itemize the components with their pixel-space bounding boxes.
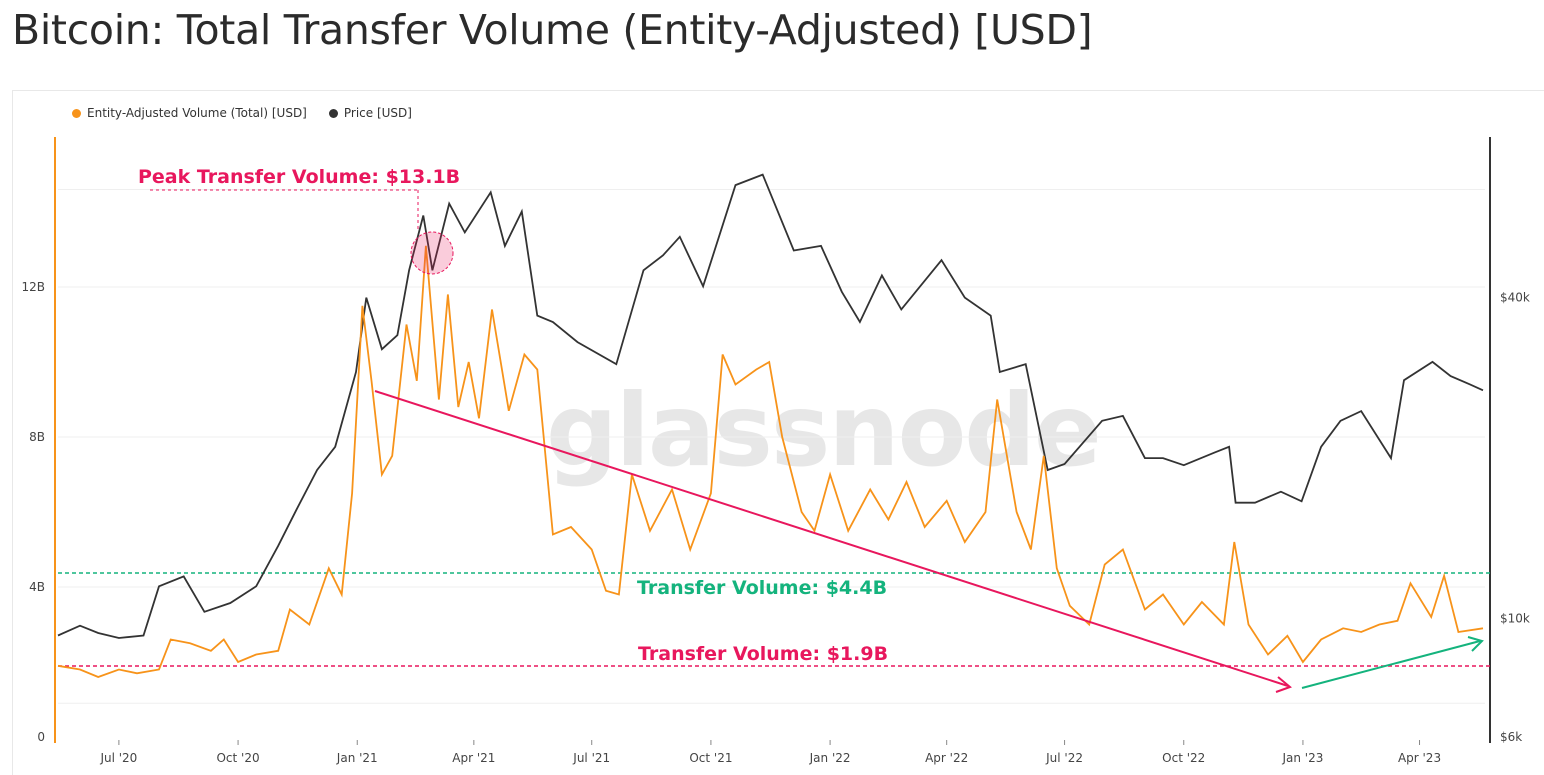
y-left-tick-label: 8B <box>29 430 45 444</box>
legend-item-price[interactable]: Price [USD] <box>328 106 412 120</box>
y-left-tick-label: 4B <box>29 580 45 594</box>
downtrend-arrow <box>374 390 1289 687</box>
x-tick-label: Jan '22 <box>809 751 851 765</box>
chart-frame <box>12 90 1544 775</box>
peak-annotation: Peak Transfer Volume: $13.1B <box>138 166 460 188</box>
x-tick-label: Apr '23 <box>1398 751 1441 765</box>
series-line-volume <box>57 245 1484 678</box>
y-left-tick-label: 0 <box>37 730 45 744</box>
y-right-tick-label: $40k <box>1500 291 1530 305</box>
chart-legend[interactable]: Entity-Adjusted Volume (Total) [USD] Pri… <box>72 106 412 120</box>
legend-item-volume[interactable]: Entity-Adjusted Volume (Total) [USD] <box>72 106 307 120</box>
y-left-tick-label: 12B <box>21 280 45 294</box>
page-title: Bitcoin: Total Transfer Volume (Entity-A… <box>12 6 1093 54</box>
level-low-annotation: Transfer Volume: $1.9B <box>638 643 888 665</box>
legend-label-price: Price [USD] <box>343 106 412 120</box>
x-tick-label: Oct '20 <box>216 751 259 765</box>
downtrend-arrowhead <box>1275 676 1292 693</box>
x-tick-label: Oct '22 <box>1162 751 1205 765</box>
grid-lines <box>58 189 1485 704</box>
level-high-annotation: Transfer Volume: $4.4B <box>637 577 887 599</box>
x-tick-label: Jan '23 <box>1281 751 1323 765</box>
annotations: Peak Transfer Volume: $13.1B Transfer Vo… <box>138 166 1484 693</box>
series-line-price <box>57 173 1484 639</box>
legend-label-volume: Entity-Adjusted Volume (Total) [USD] <box>87 106 307 120</box>
x-tick-label: Jul '22 <box>1045 751 1083 765</box>
y-right-tick-label: $6k <box>1500 730 1522 744</box>
x-tick-label: Jan '21 <box>336 751 378 765</box>
level-lines <box>58 572 1490 667</box>
y-right-tick-label: $10k <box>1500 612 1530 626</box>
x-tick-label: Jul '21 <box>572 751 610 765</box>
legend-dot-price <box>328 108 338 118</box>
x-tick-label: Apr '22 <box>925 751 968 765</box>
x-tick-label: Oct '21 <box>689 751 732 765</box>
axis-ticks: 0 4B 8B 12B $6k $10k $40k Jul '20 Oct '20 Jan '21… <box>21 280 1529 765</box>
peak-highlight-circle <box>410 231 454 275</box>
x-tick-label: Apr '21 <box>452 751 495 765</box>
uptrend-arrowhead <box>1467 636 1484 652</box>
legend-dot-volume <box>72 108 81 118</box>
x-tick-label: Jul '20 <box>99 751 137 765</box>
uptrend-arrow <box>1301 640 1481 689</box>
